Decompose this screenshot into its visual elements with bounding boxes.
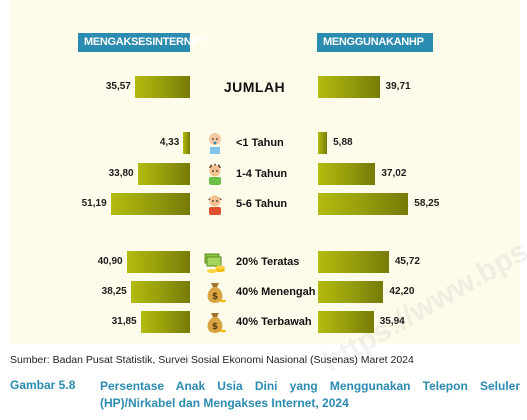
bar-internet — [183, 132, 190, 154]
value-label-hp: 42,20 — [389, 286, 415, 297]
value-label-internet: 40,90 — [97, 256, 123, 267]
bar-internet — [126, 251, 190, 273]
header-left-internet: MENGAKSESINTERNET — [78, 33, 205, 52]
value-label-internet: 4,33 — [159, 137, 180, 148]
value-label-internet: 31,85 — [111, 316, 137, 327]
bar-internet — [130, 281, 190, 303]
toddler-icon — [203, 162, 227, 186]
bar-hp — [318, 251, 389, 273]
bar-internet — [140, 311, 190, 333]
category-label: 5-6 Tahun — [236, 198, 288, 210]
child-icon — [203, 192, 227, 216]
header-right-hp: MENGGUNAKANHP — [317, 33, 433, 52]
bar-internet — [137, 163, 190, 185]
svg-text:$: $ — [212, 292, 218, 302]
category-label: <1 Tahun — [236, 137, 284, 149]
value-label-hp: 35,94 — [379, 316, 405, 327]
baby-icon — [203, 131, 227, 155]
category-label: 20% Teratas — [236, 256, 300, 268]
value-label-hp: 5,88 — [333, 137, 353, 148]
bar-hp — [318, 281, 384, 303]
value-label-internet: 38,25 — [101, 286, 127, 297]
money-bag-icon: $ — [203, 280, 227, 304]
value-label-hp: 39,71 — [385, 81, 411, 92]
money-bag-icon: $ — [203, 310, 227, 334]
bar-hp — [318, 132, 328, 154]
bar-hp — [318, 311, 374, 333]
source-note: Sumber: Badan Pusat Statistik, Survei So… — [10, 354, 414, 366]
bar-internet — [134, 76, 190, 98]
bar-hp — [318, 163, 376, 185]
value-label-internet: 51,19 — [81, 198, 107, 209]
value-label-hp: 58,25 — [414, 198, 440, 209]
bar-hp — [318, 193, 409, 215]
svg-text:$: $ — [212, 322, 218, 332]
value-label-internet: 33,80 — [108, 168, 134, 179]
category-label: 40% Menengah — [236, 286, 316, 298]
figure-title: Persentase Anak Usia Dini yang Menggunak… — [100, 379, 520, 410]
value-label-internet: 35,57 — [105, 81, 131, 92]
money-stack-icon — [203, 250, 227, 274]
figure-number: Gambar 5.8 — [10, 378, 76, 392]
bar-internet — [110, 193, 190, 215]
category-label: 40% Terbawah — [236, 316, 312, 328]
category-label: JUMLAH — [223, 79, 286, 95]
bar-hp — [318, 76, 380, 98]
value-label-hp: 45,72 — [394, 256, 420, 267]
chart-panel — [10, 0, 520, 344]
category-label: 1-4 Tahun — [236, 168, 288, 180]
value-label-hp: 37,02 — [381, 168, 407, 179]
